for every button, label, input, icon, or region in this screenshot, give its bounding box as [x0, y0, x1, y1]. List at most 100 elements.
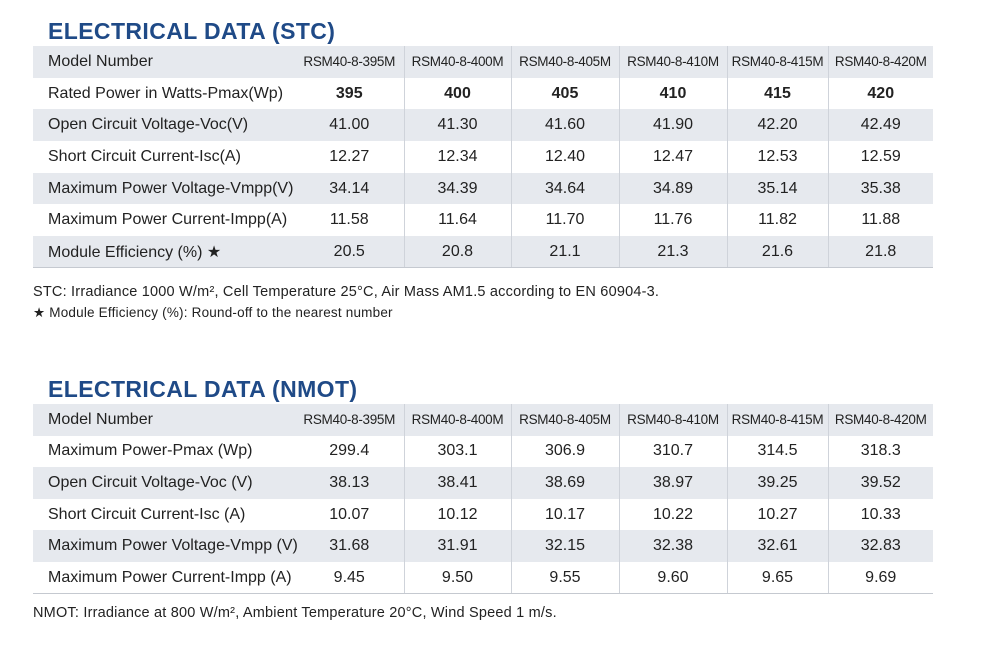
- efficiency-footnote: ★ Module Efficiency (%): Round-off to th…: [33, 305, 393, 320]
- table-row: Maximum Power-Pmax (Wp) 299.4 303.1 306.…: [33, 435, 933, 468]
- row-label: Maximum Power Current-Impp (A): [33, 561, 295, 595]
- cell-value: 38.97: [618, 467, 727, 499]
- cell-value: 38.13: [295, 467, 404, 499]
- model-header: RSM40-8-420M: [827, 46, 933, 78]
- cell-value: 11.82: [726, 204, 828, 237]
- cell-value: 20.5: [295, 236, 404, 269]
- cell-value: 9.55: [510, 561, 619, 595]
- row-label: Module Efficiency (%) ★: [33, 236, 295, 269]
- table-row: Open Circuit Voltage-Voc(V) 41.00 41.30 …: [33, 109, 933, 142]
- cell-value: 12.59: [827, 141, 933, 173]
- cell-value: 42.49: [827, 109, 933, 142]
- cell-value: 32.61: [726, 530, 828, 562]
- stc-footnote: STC: Irradiance 1000 W/m², Cell Temperat…: [33, 284, 660, 300]
- cell-value: 10.22: [618, 498, 727, 531]
- table-row: Short Circuit Current-Isc(A) 12.27 12.34…: [33, 141, 933, 173]
- cell-value: 9.45: [295, 561, 404, 595]
- table-header-row: Model Number RSM40-8-395M RSM40-8-400M R…: [33, 404, 933, 436]
- model-header: RSM40-8-415M: [726, 404, 828, 436]
- cell-value: 39.52: [827, 467, 933, 499]
- row-label: Maximum Power-Pmax (Wp): [48, 442, 253, 460]
- header-label: Model Number: [33, 404, 295, 436]
- cell-value: 11.76: [618, 204, 727, 237]
- cell-value: 21.3: [618, 236, 727, 269]
- row-label: Rated Power in Watts-Pmax(Wp): [48, 84, 284, 102]
- row-label: Short Circuit Current-Isc (A): [48, 505, 246, 523]
- cell-value: 310.7: [618, 435, 727, 468]
- stc-section-title: ELECTRICAL DATA (STC): [48, 18, 336, 44]
- cell-value: 10.27: [726, 498, 828, 531]
- cell-value: 11.58: [329, 211, 369, 229]
- cell-value: 21.6: [726, 236, 828, 269]
- cell-value: 31.68: [295, 530, 404, 562]
- nmot-footnote: NMOT: Irradiance at 800 W/m², Ambient Te…: [33, 605, 557, 621]
- cell-value: 34.39: [403, 172, 511, 205]
- model-header: RSM40-8-395M: [295, 404, 404, 436]
- cell-value: 410: [618, 77, 727, 110]
- cell-value: 10.12: [403, 498, 511, 531]
- cell-value: 314.5: [726, 435, 828, 468]
- model-header: RSM40-8-405M: [510, 46, 619, 78]
- cell-value: 9.50: [403, 561, 511, 595]
- cell-value: 21.1: [510, 236, 619, 269]
- cell-value: 303.1: [403, 435, 511, 468]
- cell-value: 405: [510, 77, 619, 110]
- cell-value: 10.07: [329, 505, 370, 523]
- cell-value: 299.4: [329, 442, 370, 460]
- row-label: Maximum Power Voltage-Vmpp(V): [33, 172, 295, 205]
- cell-value: 12.40: [510, 141, 619, 173]
- cell-value: 9.65: [726, 561, 828, 595]
- cell-value: 41.30: [403, 109, 511, 142]
- cell-value: 12.34: [403, 141, 511, 173]
- table-row: Maximum Power Current-Impp (A) 9.45 9.50…: [33, 561, 933, 595]
- cell-value: 10.17: [510, 498, 619, 531]
- cell-value: 35.14: [726, 172, 828, 205]
- cell-value: 32.38: [618, 530, 727, 562]
- table-row: Maximum Power Voltage-Vmpp (V) 31.68 31.…: [33, 530, 933, 562]
- cell-value: 41.90: [618, 109, 727, 142]
- table-header-row: Model Number RSM40-8-395M RSM40-8-400M R…: [33, 46, 933, 78]
- cell-value: 34.89: [618, 172, 727, 205]
- row-label: Maximum Power Voltage-Vmpp (V): [33, 530, 298, 562]
- model-header: RSM40-8-410M: [618, 404, 727, 436]
- cell-value: 20.8: [403, 236, 511, 269]
- cell-value: 34.64: [510, 172, 619, 205]
- cell-value: 400: [403, 77, 511, 110]
- table-row: Rated Power in Watts-Pmax(Wp) 395 400 40…: [33, 77, 933, 110]
- row-label: Open Circuit Voltage-Voc (V): [33, 467, 295, 499]
- cell-value: 12.47: [618, 141, 727, 173]
- cell-value: 21.8: [827, 236, 933, 269]
- cell-value: 38.41: [403, 467, 511, 499]
- cell-value: 318.3: [827, 435, 933, 468]
- cell-value: 34.14: [295, 172, 404, 205]
- model-header: RSM40-8-400M: [403, 46, 511, 78]
- cell-value: 41.60: [510, 109, 619, 142]
- row-label: Maximum Power Current-Impp(A): [48, 211, 288, 229]
- cell-value: 395: [335, 84, 363, 102]
- table-row: Maximum Power Voltage-Vmpp(V) 34.14 34.3…: [33, 172, 933, 205]
- table-row: Maximum Power Current-Impp(A) 11.58 11.6…: [33, 204, 933, 237]
- cell-value: 39.25: [726, 467, 828, 499]
- model-header: RSM40-8-410M: [618, 46, 727, 78]
- cell-value: 32.15: [510, 530, 619, 562]
- cell-value: 11.88: [827, 204, 933, 237]
- nmot-section-title: ELECTRICAL DATA (NMOT): [48, 376, 358, 402]
- cell-value: 12.27: [329, 147, 370, 165]
- model-header: RSM40-8-405M: [510, 404, 619, 436]
- cell-value: 12.53: [726, 141, 828, 173]
- header-label: Model Number: [33, 46, 295, 78]
- model-header: RSM40-8-395M: [295, 46, 404, 78]
- cell-value: 9.69: [827, 561, 933, 595]
- cell-value: 41.00: [295, 109, 404, 142]
- cell-value: 10.33: [827, 498, 933, 531]
- model-header: RSM40-8-420M: [827, 404, 933, 436]
- table-row: Open Circuit Voltage-Voc (V) 38.13 38.41…: [33, 467, 933, 499]
- cell-value: 35.38: [827, 172, 933, 205]
- stc-data-table: Model Number RSM40-8-395M RSM40-8-400M R…: [33, 46, 933, 269]
- table-row: Module Efficiency (%) ★ 20.5 20.8 21.1 2…: [33, 236, 933, 269]
- cell-value: 9.60: [618, 561, 727, 595]
- row-label: Open Circuit Voltage-Voc(V): [33, 109, 295, 142]
- nmot-data-table: Model Number RSM40-8-395M RSM40-8-400M R…: [33, 404, 933, 595]
- model-header: RSM40-8-400M: [403, 404, 511, 436]
- cell-value: 38.69: [510, 467, 619, 499]
